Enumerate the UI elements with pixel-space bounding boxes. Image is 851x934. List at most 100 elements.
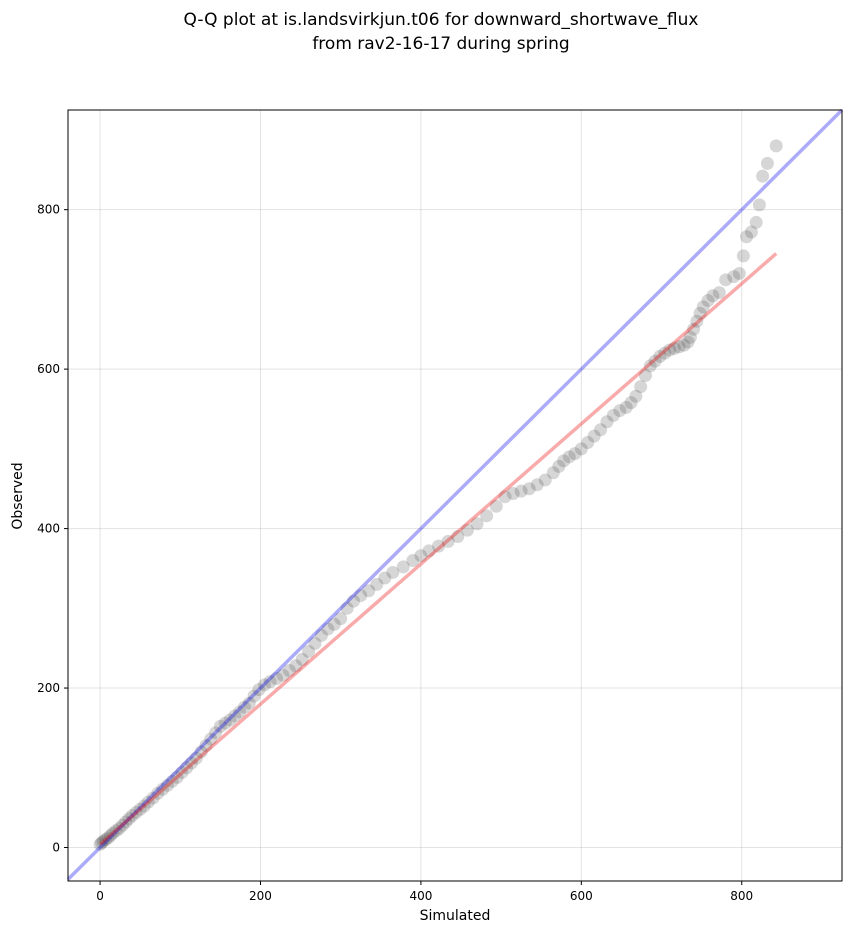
data-point-8 bbox=[112, 821, 126, 835]
data-point-6 bbox=[106, 826, 120, 840]
data-point-27 bbox=[194, 745, 208, 759]
grid-lines bbox=[68, 110, 842, 881]
x-tick-label-600: 600 bbox=[570, 889, 593, 903]
data-point-98 bbox=[663, 343, 677, 357]
data-point-68 bbox=[470, 517, 484, 531]
y-axis-label: Observed bbox=[10, 462, 26, 529]
data-point-69 bbox=[480, 509, 494, 523]
y-tick-label-0: 0 bbox=[52, 841, 60, 855]
data-point-116 bbox=[744, 225, 758, 239]
data-point-35 bbox=[233, 705, 247, 719]
data-point-57 bbox=[370, 577, 384, 591]
data-point-80 bbox=[562, 450, 576, 464]
plot-area-frame bbox=[67, 109, 843, 882]
data-point-20 bbox=[160, 778, 174, 792]
data-point-19 bbox=[156, 782, 170, 796]
data-point-110 bbox=[712, 286, 726, 300]
data-point-13 bbox=[129, 805, 143, 819]
data-point-64 bbox=[432, 539, 446, 553]
data-point-74 bbox=[522, 482, 536, 496]
data-point-43 bbox=[276, 668, 290, 682]
data-point-94 bbox=[643, 359, 657, 373]
data-point-34 bbox=[228, 709, 242, 723]
data-point-62 bbox=[414, 549, 428, 563]
axis-ticks: 0 200 400 600 800 0 200 400 600 800 bbox=[37, 203, 753, 903]
data-point-40 bbox=[258, 678, 272, 692]
data-point-21 bbox=[165, 774, 179, 788]
data-point-7 bbox=[109, 824, 123, 838]
data-point-30 bbox=[209, 726, 223, 740]
data-point-17 bbox=[146, 791, 160, 805]
data-point-15 bbox=[137, 799, 151, 813]
reference-lines bbox=[66, 108, 844, 881]
data-point-119 bbox=[756, 169, 770, 183]
data-point-29 bbox=[204, 732, 218, 746]
data-point-60 bbox=[396, 560, 410, 574]
data-point-86 bbox=[600, 415, 614, 429]
data-point-32 bbox=[218, 716, 232, 730]
fit-line bbox=[98, 252, 778, 846]
data-point-73 bbox=[514, 484, 528, 498]
y-tick-label-600: 600 bbox=[37, 362, 60, 376]
data-point-10 bbox=[119, 815, 133, 829]
data-point-9 bbox=[116, 818, 130, 832]
data-point-97 bbox=[658, 346, 672, 360]
data-point-58 bbox=[378, 571, 392, 585]
data-point-107 bbox=[696, 300, 710, 314]
data-point-84 bbox=[587, 429, 601, 443]
data-point-0 bbox=[93, 837, 107, 851]
data-point-26 bbox=[189, 751, 203, 765]
data-point-31 bbox=[213, 719, 227, 733]
scatter-points bbox=[93, 139, 783, 851]
data-point-38 bbox=[247, 689, 261, 703]
data-point-115 bbox=[740, 230, 754, 244]
data-point-102 bbox=[681, 335, 695, 349]
data-point-96 bbox=[653, 349, 667, 363]
data-point-111 bbox=[719, 273, 733, 287]
chart-title-line-2: from rav2-16-17 during spring bbox=[312, 34, 569, 54]
data-point-59 bbox=[386, 565, 400, 579]
x-axis-label: Simulated bbox=[420, 908, 491, 924]
data-point-53 bbox=[340, 601, 354, 615]
data-point-28 bbox=[199, 738, 213, 752]
data-point-83 bbox=[581, 435, 595, 449]
data-point-67 bbox=[460, 523, 474, 537]
data-point-78 bbox=[552, 459, 566, 473]
data-point-45 bbox=[289, 659, 303, 673]
data-point-14 bbox=[133, 802, 147, 816]
plot-area-background bbox=[68, 110, 842, 881]
data-point-117 bbox=[749, 215, 763, 229]
chart-title-line-1: Q-Q plot at is.landsvirkjun.t06 for down… bbox=[184, 10, 699, 30]
data-point-36 bbox=[237, 700, 251, 714]
data-point-63 bbox=[422, 544, 436, 558]
data-point-103 bbox=[683, 330, 697, 344]
data-point-4 bbox=[101, 831, 115, 845]
data-point-79 bbox=[557, 454, 571, 468]
data-point-88 bbox=[613, 404, 627, 418]
data-point-24 bbox=[180, 761, 194, 775]
data-point-113 bbox=[732, 266, 746, 280]
data-point-12 bbox=[125, 809, 139, 823]
data-point-11 bbox=[122, 812, 136, 826]
data-point-54 bbox=[347, 594, 361, 608]
data-point-118 bbox=[752, 198, 766, 212]
data-point-101 bbox=[677, 338, 691, 352]
data-point-50 bbox=[321, 622, 335, 636]
data-point-41 bbox=[263, 675, 277, 689]
data-point-23 bbox=[175, 766, 189, 780]
data-point-76 bbox=[538, 473, 552, 487]
data-point-99 bbox=[667, 341, 681, 355]
data-point-106 bbox=[693, 306, 707, 320]
data-point-47 bbox=[302, 644, 316, 658]
data-point-46 bbox=[295, 652, 309, 666]
data-point-72 bbox=[506, 487, 520, 501]
data-point-44 bbox=[282, 664, 296, 678]
data-point-51 bbox=[327, 617, 341, 631]
x-tick-label-400: 400 bbox=[409, 889, 432, 903]
y-tick-label-200: 200 bbox=[37, 681, 60, 695]
data-point-85 bbox=[594, 423, 608, 437]
data-point-92 bbox=[634, 380, 648, 394]
data-point-42 bbox=[270, 671, 284, 685]
data-point-39 bbox=[252, 683, 266, 697]
